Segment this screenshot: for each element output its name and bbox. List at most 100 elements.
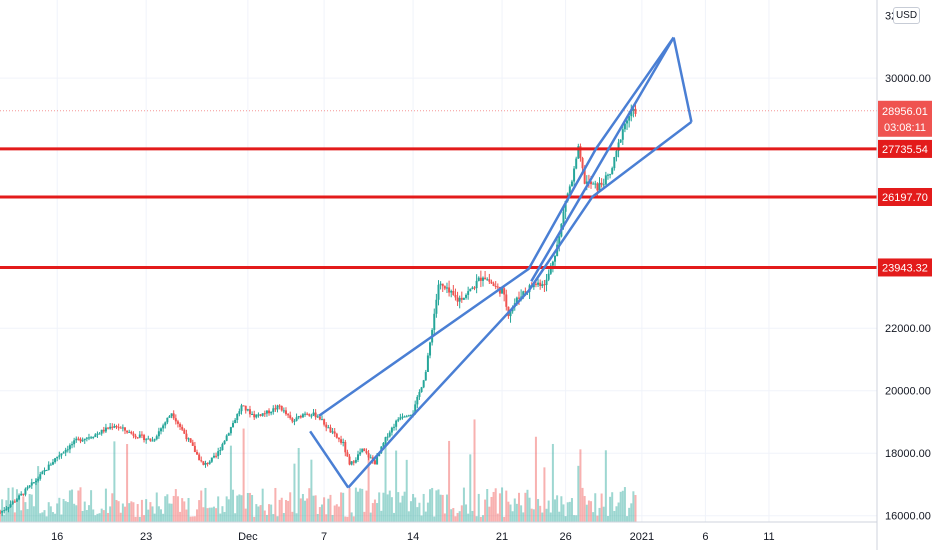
volume-bar: [541, 512, 544, 522]
candle-body: [140, 434, 143, 436]
candle-body: [5, 508, 8, 511]
volume-bar: [352, 516, 355, 522]
candle-body: [244, 405, 247, 411]
candle-body: [143, 435, 146, 441]
volume-bar: [172, 495, 175, 522]
candle-body: [145, 439, 148, 441]
candle-body: [545, 279, 548, 285]
channel-drawing[interactable]: [309, 36, 693, 489]
candle-body: [621, 129, 624, 140]
volume-bar: [477, 493, 480, 522]
channel-cap-line[interactable]: [309, 430, 350, 489]
candle-body: [592, 183, 595, 185]
volume-bar: [261, 488, 264, 522]
volume-bar: [119, 512, 122, 522]
volume-bar: [41, 512, 44, 522]
level-tag: 27735.54: [878, 139, 932, 158]
volume-bar: [634, 495, 637, 522]
volume-bar: [217, 496, 220, 522]
candle-body: [204, 463, 207, 465]
candle-body: [630, 111, 633, 117]
volume-bar: [187, 497, 190, 522]
volume-bar: [196, 509, 199, 522]
candle-body: [280, 405, 283, 411]
candle-body: [549, 265, 552, 274]
volume-bar: [299, 498, 302, 522]
volume-bar: [47, 502, 50, 522]
candle-body: [399, 417, 402, 420]
y-tick-label: 16000.00: [885, 511, 931, 523]
volume-bar: [382, 492, 385, 522]
volume-bar: [564, 516, 567, 522]
candle-body: [454, 294, 457, 298]
channel-lower-line[interactable]: [347, 120, 693, 489]
volume-bar: [390, 497, 393, 522]
volume-bar: [238, 494, 241, 522]
candle-body: [227, 433, 230, 436]
level-tag-label: 23943.32: [882, 262, 928, 274]
horizontal-levels[interactable]: [0, 110, 877, 269]
volume-bar: [79, 487, 82, 522]
candle-body: [628, 116, 631, 121]
volume-bar: [401, 495, 404, 522]
volume-bar: [418, 502, 421, 522]
volume-bar: [240, 495, 243, 522]
volume-bar: [198, 500, 201, 522]
candle-body: [229, 427, 232, 434]
volume-bar: [331, 514, 334, 522]
candle-body: [210, 457, 213, 462]
volume-bar: [7, 487, 10, 522]
volume-bar: [562, 504, 565, 522]
volume-bar: [151, 506, 154, 522]
candle-body: [100, 429, 103, 434]
candle-body: [77, 438, 80, 440]
candle-body: [115, 426, 118, 428]
volume-bar: [437, 489, 440, 522]
volume-bar: [342, 492, 345, 522]
volume-bar: [556, 495, 559, 522]
candle-body: [75, 438, 78, 441]
volume-bar: [613, 510, 616, 522]
volume-bar: [297, 447, 300, 522]
candle-body: [367, 453, 370, 458]
last-price-tag: 28956.01 03:08:11: [878, 100, 932, 137]
candle-body: [1, 510, 4, 513]
candle-body: [30, 482, 33, 486]
volume-bar: [162, 513, 165, 522]
volume-bar: [325, 514, 328, 522]
candle-body: [376, 456, 379, 465]
volume-bar: [30, 494, 33, 522]
x-tick-label: 11: [763, 531, 774, 543]
candle-body: [363, 448, 366, 452]
candle-body: [28, 485, 31, 488]
candle-body: [7, 507, 10, 509]
volume-bar: [577, 465, 580, 522]
volume-bar: [73, 503, 76, 522]
wedge-line[interactable]: [672, 37, 693, 123]
currency-button[interactable]: USD: [893, 7, 920, 24]
x-tick-label: Dec: [238, 531, 258, 543]
candle-body: [517, 297, 520, 299]
candle-body: [265, 410, 268, 414]
candle-body: [611, 168, 614, 175]
channel-upper-line[interactable]: [318, 36, 675, 417]
volume-bar: [149, 502, 152, 522]
volume-bar: [45, 516, 48, 522]
candle-body: [234, 419, 237, 424]
candle-body: [66, 449, 69, 451]
volume-bar: [246, 493, 249, 522]
volume-bar: [291, 511, 294, 522]
candle-body: [600, 182, 603, 185]
volume-bar: [179, 511, 182, 522]
volume-bar: [85, 510, 88, 522]
volume-bar: [583, 496, 586, 522]
volume-bar: [539, 505, 542, 522]
candle-body: [198, 454, 201, 461]
candle-body: [13, 501, 16, 503]
candle-body: [11, 501, 14, 505]
volume-bar: [594, 493, 597, 522]
candle-body: [554, 256, 557, 262]
volume-bar: [460, 505, 463, 522]
wedge-line[interactable]: [530, 36, 675, 282]
